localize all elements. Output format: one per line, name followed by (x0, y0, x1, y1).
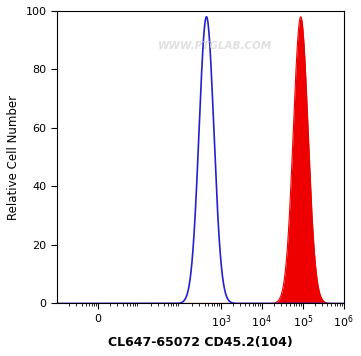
Y-axis label: Relative Cell Number: Relative Cell Number (7, 95, 20, 220)
X-axis label: CL647-65072 CD45.2(104): CL647-65072 CD45.2(104) (108, 336, 293, 349)
Text: WWW.PTGLAB.COM: WWW.PTGLAB.COM (157, 41, 272, 51)
